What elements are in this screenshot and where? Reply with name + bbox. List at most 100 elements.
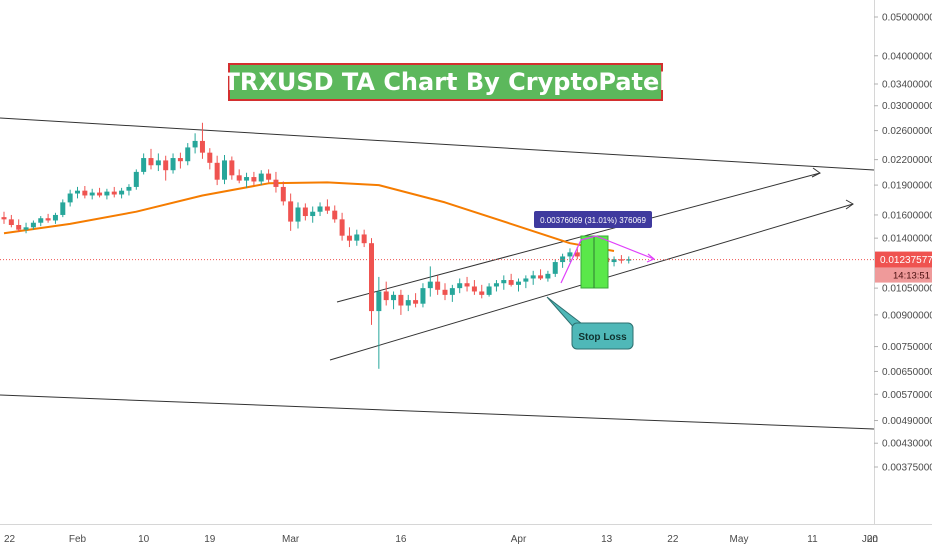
candle-body: [60, 202, 66, 215]
current-price-badge: [875, 251, 932, 268]
candle-body: [251, 177, 257, 182]
candle-body: [199, 140, 205, 153]
candle-body: [177, 158, 183, 162]
candle-body: [170, 158, 176, 171]
date-tick-label: Jun: [862, 534, 878, 545]
candle-body: [16, 225, 22, 230]
price-tick-label: 0.01050000: [882, 284, 932, 295]
price-tick-label: 0.01600000: [882, 210, 932, 221]
candle-body: [133, 171, 139, 187]
candle-body: [8, 219, 14, 226]
candle-body: [104, 191, 110, 196]
candle-body: [97, 192, 103, 196]
candle-body: [538, 275, 544, 279]
candle-body: [52, 214, 58, 221]
candle-body: [222, 160, 227, 180]
date-tick-label: Mar: [282, 534, 300, 545]
candle-body: [501, 280, 507, 284]
candle-body: [420, 288, 426, 304]
candle-body: [523, 278, 529, 282]
date-tick-label: 16: [395, 534, 407, 545]
candle-body: [405, 300, 411, 306]
price-tick-label: 0.00430000: [882, 439, 932, 450]
price-tick-label: 0.03400000: [882, 80, 932, 91]
lower-descending-trendline: [0, 394, 875, 430]
candle-body: [449, 288, 455, 295]
price-tick-label: 0.04000000: [882, 51, 932, 62]
candle-body: [280, 186, 286, 202]
candle-body: [383, 291, 389, 301]
annotations: 0.00376069 (31.01%) 376069 Stop Loss: [0, 211, 874, 350]
rising-channel-upper-line: [336, 172, 821, 303]
candle-body: [38, 218, 44, 223]
candle-body: [354, 234, 360, 241]
candle-body: [192, 140, 198, 148]
chart-title: TRXUSD TA Chart By CryptoPatel: [223, 68, 667, 96]
candle-body: [258, 173, 264, 182]
measure-label: 0.00376069 (31.01%) 376069: [540, 216, 646, 225]
date-tick-label: 19: [204, 534, 216, 545]
candle-body: [427, 281, 433, 289]
candle-body: [464, 283, 470, 287]
candle-body: [185, 147, 191, 162]
candle-body: [391, 294, 397, 301]
candle-body: [339, 219, 345, 236]
candle-body: [23, 227, 29, 230]
upper-descending-trendline: [0, 117, 875, 171]
channel-arrowhead-lower: [845, 199, 854, 210]
candle-body: [302, 207, 308, 217]
candle-body: [45, 218, 51, 221]
chart-title-box: TRXUSD TA Chart By CryptoPatel: [223, 63, 668, 101]
date-tick-label: Apr: [511, 534, 527, 545]
candle-body: [376, 291, 382, 312]
countdown-badge: [875, 267, 932, 283]
candle-body: [486, 286, 492, 295]
candle-body: [141, 158, 147, 172]
candle-body: [89, 192, 95, 196]
price-tick-label: 0.00375000: [882, 463, 932, 474]
price-tick-label: 0.02600000: [882, 126, 932, 137]
moving-average-group: [3, 181, 615, 252]
price-tick-label: 0.01900000: [882, 181, 932, 192]
title-background: [228, 63, 663, 101]
candle-body: [236, 175, 242, 181]
price-tick-label: 0.00490000: [882, 416, 932, 427]
candle-body: [457, 283, 463, 289]
candle-body: [574, 252, 580, 257]
date-tick-label: May: [730, 534, 749, 545]
candle-body: [273, 179, 279, 187]
candle-body: [244, 177, 250, 181]
candle-body: [530, 275, 536, 279]
candle-body: [435, 281, 441, 290]
candle-body: [552, 262, 558, 274]
price-tick-label: 0.02200000: [882, 155, 932, 166]
date-tick-label: Feb: [69, 534, 87, 545]
candle-body: [155, 160, 161, 166]
current-price-label: 0.01237577: [880, 255, 932, 266]
candle-body: [324, 206, 330, 211]
candle-body: [207, 152, 213, 163]
candle-body: [508, 280, 514, 285]
candle-body: [30, 222, 36, 228]
candle-body: [82, 190, 88, 196]
projection-arrowhead: [646, 253, 656, 263]
candle-body: [611, 259, 617, 263]
candle-body: [317, 206, 323, 212]
candle-body: [545, 273, 551, 279]
stop-loss-label: Stop Loss: [578, 332, 627, 343]
candle-body: [1, 217, 7, 220]
candle-body: [369, 243, 374, 312]
candle-body: [126, 186, 132, 191]
candle-body: [560, 256, 566, 263]
candle-body: [229, 160, 235, 176]
candle-body: [493, 283, 499, 287]
date-tick-label: 22: [667, 534, 679, 545]
price-tick-label: 0.03000000: [882, 101, 932, 112]
price-axis: 0.05000000 0.04000000 0.03400000 0.03000000…: [874, 0, 932, 524]
price-tick-label: 0.00900000: [882, 310, 932, 321]
candle-body: [310, 211, 316, 217]
candle-body: [266, 173, 272, 180]
candle-body: [413, 300, 419, 304]
candle-body: [398, 294, 404, 306]
